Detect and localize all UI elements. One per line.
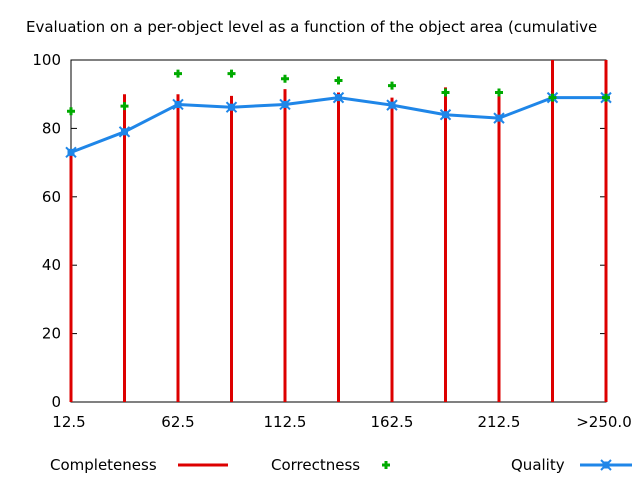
correctness-point (334, 76, 343, 85)
x-tick-label: 62.5 (161, 413, 194, 431)
y-tick-label: 40 (42, 256, 61, 274)
correctness-point (441, 88, 450, 97)
correctness-point (388, 81, 396, 90)
correctness-point (602, 93, 610, 102)
legend: Completeness Correctness Quality (50, 456, 632, 474)
y-tick-label: 100 (32, 51, 61, 69)
plot-area: 0 20 40 60 80 100 12.5 62.5 112.5 162.5 212.5 >250.… (32, 51, 631, 431)
y-tick-label: 20 (42, 325, 61, 343)
x-tick-label: 112.5 (264, 413, 307, 431)
correctness-point (548, 93, 557, 102)
legend-swatch-correctness (382, 461, 390, 469)
correctness-point (174, 69, 182, 78)
quality-marker-x (279, 98, 291, 111)
x-tick-label: >250.0 (576, 413, 632, 431)
legend-label-correctness: Correctness (271, 456, 360, 474)
correctness-point (495, 88, 503, 97)
quality-marker-x (172, 98, 184, 111)
correctness-point (281, 74, 289, 83)
quality-point (172, 98, 184, 111)
x-tick-label: 212.5 (478, 413, 521, 431)
correctness-point (120, 102, 129, 111)
quality-point (493, 112, 505, 124)
quality-marker-x (386, 99, 398, 111)
legend-quality-x (600, 459, 612, 471)
legend-swatch-quality (580, 459, 632, 471)
legend-label-quality: Quality (511, 456, 565, 474)
quality-point (65, 146, 77, 159)
quality-point (225, 101, 238, 113)
quality-marker-x (493, 112, 505, 124)
quality-point (118, 126, 131, 138)
y-tick-label: 60 (42, 188, 61, 206)
quality-point (332, 91, 345, 104)
quality-marker-x (65, 146, 77, 159)
y-tick-label: 0 (51, 393, 61, 411)
quality-marker-x (439, 109, 452, 121)
y-tick-label: 80 (42, 119, 61, 137)
quality-marker-x (225, 101, 238, 113)
quality-point (279, 98, 291, 111)
correctness-point (67, 107, 75, 116)
x-tick-label: 12.5 (52, 413, 85, 431)
quality-point (439, 109, 452, 121)
legend-label-completeness: Completeness (50, 456, 157, 474)
quality-marker-x (118, 126, 131, 138)
chart-title: Evaluation on a per-object level as a fu… (26, 18, 597, 36)
correctness-point (227, 69, 236, 78)
x-tick-label: 162.5 (371, 413, 414, 431)
quality-point (386, 99, 398, 111)
quality-marker-x (332, 91, 345, 104)
